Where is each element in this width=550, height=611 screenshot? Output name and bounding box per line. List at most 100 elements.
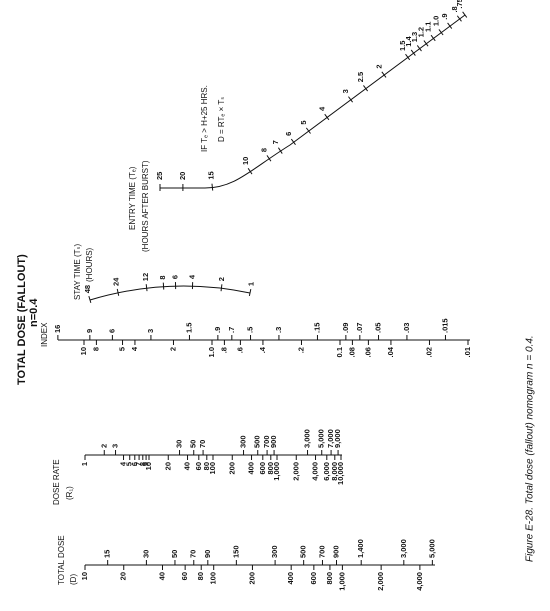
tick-label: 10 [241,157,250,165]
tick-label: .09 [341,323,350,333]
note: IF Tₑ > H+25 HRS. [200,85,209,152]
tick-mark [430,34,436,42]
tick-label: 24 [112,277,121,286]
tick-mark [220,284,223,292]
tick-label: 1 [80,462,89,466]
tick-label: 60 [194,462,203,470]
tick-label: 5,000 [427,539,436,558]
tick-label: 600 [309,572,318,585]
tick-mark [348,96,354,103]
tick-label: .75 [455,0,464,9]
tick-label: 6 [130,462,139,466]
tick-label: .02 [424,347,433,357]
scale-unit: (HOURS AFTER BURST) [141,160,150,252]
tick-label: 300 [270,545,279,558]
tick-label: 10,000 [336,462,345,485]
tick-mark [410,49,416,56]
tick-label: 8 [260,148,269,152]
tick-mark [145,284,148,292]
tick-label: 20 [119,572,128,580]
tick-label: 800 [266,462,275,475]
tick-label: 1.3 [410,32,419,42]
tick-label: .06 [363,347,372,357]
tick-label: 7 [271,140,280,144]
tick-label: 6 [170,275,179,279]
tick-label: 3 [341,89,350,93]
scale-unit: (R₁) [65,486,74,500]
tick-mark [405,53,411,61]
tick-label: .08 [347,347,356,357]
scale-title: TOTAL DOSE [57,535,66,585]
tick-label: 7 [134,462,143,466]
tick-label: 400 [247,462,256,475]
tick-label: 1,000 [272,462,281,481]
tick-label: 10 [79,347,88,355]
tick-label: 0.1 [335,347,344,357]
tick-label: 4 [119,461,128,466]
tick-label: 2,000 [376,572,385,591]
tick-mark [416,45,422,52]
tick-label: 2 [374,64,383,68]
tick-label: 2,000 [291,462,300,481]
tick-label: 8 [91,347,100,351]
tick-label: 4 [188,274,197,279]
tick-label: 900 [269,435,278,448]
tick-label: 1.5 [398,41,407,51]
tick-label: 4 [317,106,326,111]
tick-label: 1.2 [417,27,426,37]
entry-time-curve [160,14,466,189]
tick-label: 20 [178,172,187,180]
tick-label: 700 [262,435,271,448]
tick-label: 1.1 [424,22,433,32]
tick-label: 40 [183,462,192,470]
tick-label: 1.4 [404,36,413,47]
tick-label: 3 [146,329,155,333]
tick-label: 5 [299,120,308,124]
tick-label: 8 [138,462,147,466]
tick-label: 8 [158,275,167,279]
stay-time-curve [89,285,251,301]
tick-label: 1.0 [432,16,441,26]
tick-label: 40 [157,572,166,580]
tick-label: 600 [258,462,267,475]
tick-label: 30 [141,550,150,558]
tick-label: 4,000 [311,462,320,481]
tick-label: 2 [217,277,226,281]
title: TOTAL DOSE (FALLOUT) [16,254,28,385]
tick-label: 25 [155,172,164,180]
tick-label: 3,000 [399,539,408,558]
tick-label: 2 [99,444,108,448]
tick-label: 9 [85,329,94,333]
scale-title: DOSE RATE [52,459,61,505]
tick-mark [248,288,252,297]
tick-mark [423,40,429,47]
tick-label: 12 [141,273,150,281]
tick-label: 6 [107,329,116,333]
tick-label: 5 [118,347,127,351]
scale-unit: (D) [69,574,78,585]
tick-mark [363,85,369,92]
tick-label: .4 [258,346,267,353]
tick-label: 50 [170,550,179,558]
tick-mark [462,11,468,18]
tick-label: .6 [235,347,244,353]
tick-label: 800 [325,572,334,585]
tick-label: .04 [386,346,395,357]
tick-label: 5,000 [317,429,326,448]
tick-label: 200 [247,572,256,585]
tick-label: 6,000 [322,462,331,481]
tick-label: .07 [355,323,364,333]
tick-label: 150 [231,545,240,558]
tick-label: .8 [450,6,459,12]
tick-label: 10 [144,462,153,470]
tick-label: 70 [198,440,207,448]
tick-label: 48 [83,285,92,293]
tick-mark [116,288,120,296]
scale-title: ENTRY TIME (Tₑ) [128,166,137,230]
tick-label: 700 [317,545,326,558]
tick-label: 500 [253,435,262,448]
tick-label: 1,400 [356,539,365,558]
tick-mark [247,168,253,175]
tick-label: 1,000 [337,572,346,591]
